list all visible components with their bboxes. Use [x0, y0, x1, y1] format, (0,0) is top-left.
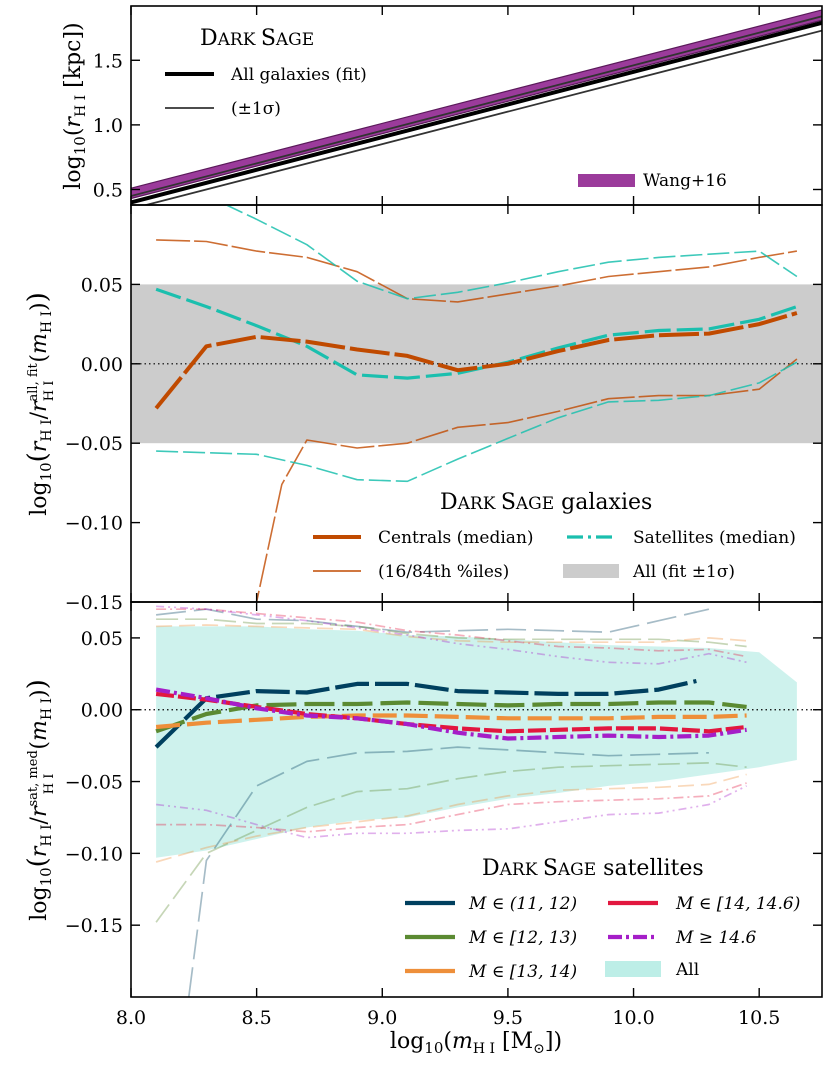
legend-label-wang16: Wang+16: [643, 171, 727, 191]
satellites-84th-line: [224, 205, 798, 300]
sigma-upper-line: [131, 15, 822, 197]
top-legend: DARK SAGE All galaxies (fit) (±1σ) Wang+…: [165, 26, 727, 191]
panel-bottom: −0.15 −0.10 −0.05 0.00 0.05 8.0 8.5 9.0 9.5 10.0…: [23, 601, 823, 1057]
sigma-lower-line: [142, 29, 822, 205]
series-m-ge-14p6-84th-line: [156, 605, 747, 665]
legend-label-satellites-median: Satellites (median): [633, 528, 796, 548]
legend-label-m14-14p6: M ∈ [14, 14.6): [675, 894, 800, 914]
legend-label-all-band: All: [675, 960, 699, 980]
legend-label-all-fit-band: All (fit ±1σ): [632, 562, 735, 582]
series-m13-14-median-line: [155, 713, 747, 730]
middle-ytick-label: 0.00: [81, 354, 123, 376]
legend-label-m13-14: M ∈ [13, 14): [468, 962, 577, 982]
middle-plot-area: [131, 205, 822, 602]
bottom-ytick-label: −0.05: [65, 772, 123, 794]
legend-label-m11-12: M ∈ (11, 12): [468, 894, 577, 914]
bottom-frame: [130, 601, 823, 998]
legend-label-centrals-median: Centrals (median): [378, 528, 534, 548]
all-fit-sigma-band: [131, 284, 822, 444]
bottom-y-axis-label: log10(rH I/rsat, medH I(mH I)): [23, 679, 57, 921]
series-m14-14p6-84th-line: [156, 608, 747, 658]
middle-ytick-label: −0.05: [65, 433, 123, 455]
middle-ytick-label: 0.05: [81, 274, 123, 296]
bottom-ytick-label: 0.00: [81, 700, 123, 722]
bottom-legend: DARK SAGE satellites M ∈ (11, 12) M ∈ [1…: [405, 856, 800, 982]
bottom-plot-area: [131, 605, 822, 997]
series-m12-13-16th-line: [155, 762, 747, 923]
series-m11-12-median-line: [154, 678, 697, 749]
legend-swatch-all-band: [605, 961, 661, 977]
bottom-xtick-label: 8.5: [242, 1007, 272, 1029]
satellites-16th-line: [156, 361, 798, 483]
legend-label-centrals-percentiles: (16/84th %iles): [378, 562, 509, 582]
series-m11-12-16th-line: [187, 746, 709, 997]
wang16-band-edge-high: [131, 9, 822, 189]
top-ytick-label: 0.5: [93, 179, 123, 201]
legend-label-m12-13: M ∈ [12, 13): [468, 928, 577, 948]
top-y-ticks: 0.5 1.0 1.5: [93, 50, 822, 201]
legend-label-sigma: (±1σ): [231, 99, 281, 119]
middle-ytick-label: −0.15: [65, 592, 123, 614]
all-galaxies-fit-line: [131, 20, 822, 205]
middle-y-axis-label: log10(rH I/rall, fitH I(mH I)): [23, 292, 57, 516]
bottom-ytick-label: −0.15: [65, 915, 123, 937]
middle-y-ticks: −0.15 −0.10 −0.05 0.00 0.05: [65, 274, 822, 614]
series-m-ge-14p6-16th-line: [156, 785, 747, 839]
bottom-xtick-label: 8.0: [116, 1007, 146, 1029]
middle-ytick-label: −0.10: [65, 513, 123, 535]
bottom-xtick-label: 10.5: [738, 1007, 780, 1029]
bottom-x-ticks: 8.0 8.5 9.0 9.5 10.0 10.5: [116, 602, 780, 1029]
centrals-84th-line: [156, 239, 798, 303]
middle-legend-title: DARK SAGE galaxies: [440, 490, 652, 515]
wang16-band-edge-low: [131, 19, 822, 200]
bottom-x-axis-label: log10(mH I [M⊙]): [390, 1029, 562, 1057]
top-y-axis-label: log10(rH I [kpc]): [61, 22, 89, 189]
series-m11-12-84th-line: [156, 608, 710, 634]
series-m-ge-14p6-median-line: [155, 687, 747, 741]
legend-swatch-wang16: [578, 174, 635, 187]
top-ytick-label: 1.0: [93, 115, 123, 137]
bottom-xtick-label: 10.0: [612, 1007, 654, 1029]
bottom-ytick-label: −0.10: [65, 843, 123, 865]
centrals-median-line: [154, 311, 798, 410]
bottom-xtick-label: 9.0: [367, 1007, 397, 1029]
middle-legend: DARK SAGE galaxies Centrals (median) (16…: [313, 490, 796, 582]
top-ytick-label: 1.5: [93, 50, 123, 72]
bottom-xtick-label: 9.5: [493, 1007, 523, 1029]
panel-top: 0.5 1.0 1.5 log10(rH I [kpc]) DARK SAGE Al…: [61, 5, 823, 206]
legend-label-m-ge-14p6: M ≥ 14.6: [675, 928, 756, 948]
all-satellites-band: [156, 626, 797, 858]
top-plot-area: [131, 9, 822, 205]
legend-swatch-all-fit-band: [563, 564, 619, 578]
top-legend-title: DARK SAGE: [200, 26, 314, 51]
legend-label-all-fit: All galaxies (fit): [230, 65, 367, 85]
centrals-16th-line: [255, 358, 798, 602]
series-m14-14p6-16th-line: [156, 782, 747, 833]
series-m13-14-16th-line: [155, 773, 747, 863]
bottom-ytick-label: 0.05: [81, 628, 123, 650]
series-m12-13-84th-line: [156, 618, 747, 648]
bottom-y-ticks: −0.15 −0.10 −0.05 0.00 0.05: [65, 628, 822, 937]
panel-middle: −0.15 −0.10 −0.05 0.00 0.05 log10(rH I/rall,…: [23, 204, 823, 614]
bottom-legend-title: DARK SAGE satellites: [482, 856, 704, 881]
series-m13-14-84th-line: [156, 624, 747, 644]
